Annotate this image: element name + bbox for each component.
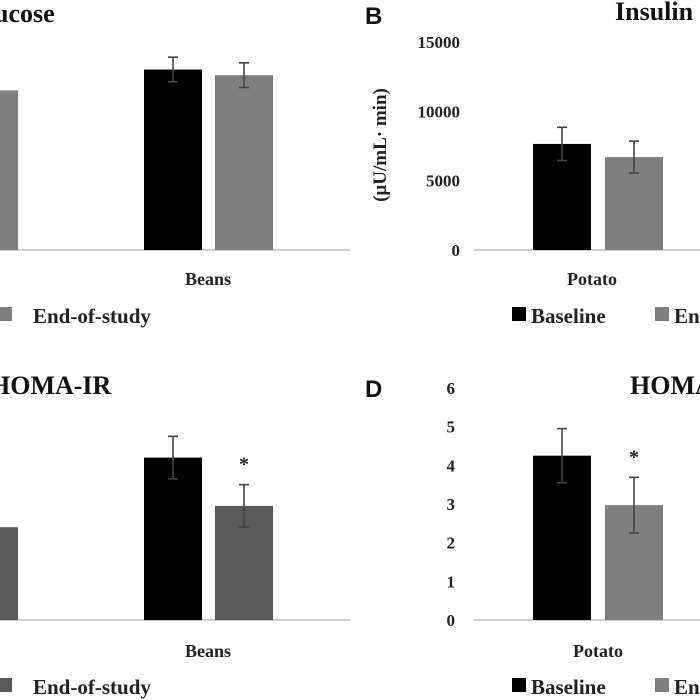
- panel-d-y-tick: 3: [447, 495, 456, 514]
- panel-a-category-beans: Beans: [185, 269, 231, 289]
- panel-d-significance-star: *: [629, 446, 639, 468]
- panel-b-bar-baseline: [533, 143, 591, 250]
- panel-b-category-potato: Potato: [567, 269, 617, 289]
- panel-a-title: ucose: [0, 0, 55, 28]
- panel-b-error-bar: [629, 140, 639, 174]
- panel-b-bars: [533, 126, 663, 250]
- panel-b-y-label: (μU/mL· min): [370, 88, 391, 202]
- panel-b-legend-baseline: Baseline: [531, 304, 606, 328]
- panel-d-legend-swatch-end: [655, 678, 669, 692]
- panel-b-letter: B: [365, 3, 382, 30]
- panel-c-title: HOMA-IR: [0, 371, 112, 400]
- panel-d-bars: *: [533, 427, 663, 620]
- panel-c-category-beans: Beans: [185, 641, 231, 661]
- panel-c-bar-baseline: [144, 457, 202, 620]
- panel-a-legend-end: End-of-study: [33, 304, 151, 328]
- panel-b-title: Insulin: [615, 0, 694, 26]
- panel-d-y-ticks: 0 1 2 3 4 5 6: [447, 379, 456, 630]
- panel-d-y-tick: 6: [447, 379, 456, 398]
- panel-a-error-bar: [239, 62, 249, 89]
- panel-d-error-bar: [557, 427, 567, 484]
- panel-d-category-potato: Potato: [573, 641, 623, 661]
- panel-c: HOMA-IR * Beans End-of-study: [0, 371, 350, 699]
- panel-d-error-bar: [629, 476, 639, 534]
- panel-a-bar-end-of-study: [0, 90, 18, 251]
- panel-a-bars: [0, 56, 273, 251]
- panel-d-legend-baseline: Baseline: [531, 675, 606, 699]
- panel-b-y-tick: 5000: [426, 172, 460, 191]
- panel-c-significance-star: *: [239, 454, 249, 476]
- panel-d-title: HOMA: [630, 371, 700, 400]
- panel-c-legend-swatch-end: [0, 678, 12, 692]
- panel-a: ucose Beans End-of-study: [0, 0, 350, 328]
- panel-d-y-tick: 2: [447, 534, 456, 553]
- panel-d-y-tick: 5: [447, 418, 456, 437]
- panel-b-legend-end: En: [674, 304, 700, 328]
- panel-b-y-ticks: 0 5000 10000 15000: [418, 33, 461, 260]
- panel-b-legend-swatch-end: [655, 307, 669, 321]
- panel-b-legend-swatch-baseline: [512, 307, 526, 321]
- panel-d-y-tick: 0: [447, 611, 456, 630]
- panel-c-bar-end-of-study: [0, 527, 18, 620]
- panel-c-error-bar: [239, 483, 249, 529]
- panel-a-legend-swatch-end: [0, 307, 12, 321]
- panel-c-bars: *: [0, 435, 273, 620]
- panel-a-bar-end-of-study: [215, 75, 273, 250]
- panel-d-letter: D: [365, 376, 382, 403]
- panel-c-error-bar: [168, 435, 178, 480]
- panel-a-bar-baseline: [144, 69, 202, 250]
- panel-c-legend-end: End-of-study: [33, 675, 151, 699]
- panel-d: D HOMA 0 1 2 3 4 5 6 * Potato Baseline En: [365, 371, 700, 699]
- panel-b: B Insulin (μU/mL· min) 0 5000 10000 15000 P…: [365, 0, 700, 328]
- panel-b-y-tick: 10000: [418, 102, 461, 121]
- panel-b-y-tick: 0: [452, 241, 461, 260]
- panel-d-y-tick: 4: [447, 456, 456, 475]
- panel-d-y-tick: 1: [447, 572, 456, 591]
- panel-b-error-bar: [557, 126, 567, 162]
- panel-d-legend-swatch-baseline: [512, 678, 526, 692]
- panel-d-legend-end: En: [674, 675, 700, 699]
- panel-a-error-bar: [168, 56, 178, 83]
- panel-b-y-tick: 15000: [418, 33, 461, 52]
